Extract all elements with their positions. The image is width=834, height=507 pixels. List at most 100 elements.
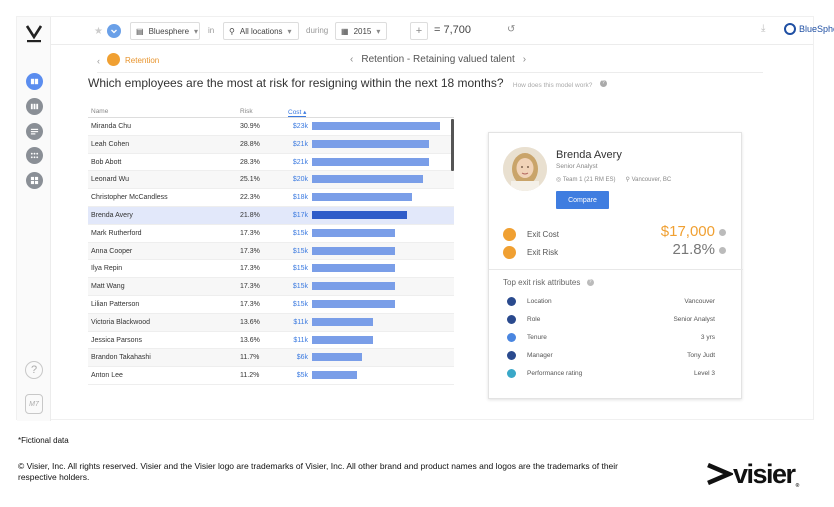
- table-row[interactable]: Lilian Patterson 17.3% $15k: [88, 296, 454, 314]
- analysis-title: ‹ Retention - Retaining valued talent ›: [350, 54, 526, 65]
- table-row[interactable]: Anton Lee 11.2% $5k: [88, 367, 454, 385]
- table-row[interactable]: Christopher McCandless 22.3% $18k: [88, 189, 454, 207]
- download-icon[interactable]: ⤓: [761, 23, 766, 34]
- attributes-title-text: Top exit risk attributes: [503, 278, 581, 287]
- employee-name-cell: Leah Cohen: [91, 140, 130, 148]
- cost-cell: $20k: [292, 176, 308, 184]
- info-dot-icon[interactable]: [719, 229, 726, 236]
- prev-chevron-icon[interactable]: ‹: [350, 54, 354, 65]
- cost-cell: $15k: [292, 300, 308, 308]
- risk-cell: 17.3%: [240, 265, 260, 273]
- collapse-chevron-icon[interactable]: [107, 24, 121, 38]
- employee-name-cell: Brenda Avery: [91, 211, 133, 219]
- attributes-title: Top exit risk attributes ?: [503, 278, 594, 287]
- question-text: Which employees are the most at risk for…: [88, 76, 504, 90]
- name-column-header[interactable]: Name: [91, 108, 109, 115]
- population-count: = 7,700: [434, 24, 472, 36]
- person-icon: [507, 315, 516, 324]
- version-badge[interactable]: M7: [25, 394, 43, 414]
- compare-button[interactable]: Compare: [556, 191, 609, 209]
- app-logo[interactable]: [26, 25, 42, 43]
- table-row[interactable]: Mark Rutherford 17.3% $15k: [88, 225, 454, 243]
- table-row[interactable]: Brenda Avery 21.8% $17k: [88, 206, 454, 225]
- team-icon: ◎: [556, 177, 562, 183]
- exit-cost-label: Exit Cost: [527, 230, 560, 239]
- attribute-row: Manager Tony Judt: [503, 349, 715, 363]
- dataset-value: Bluesphere: [148, 26, 190, 36]
- visier-logo: visier ®: [707, 459, 813, 489]
- cost-bar: [312, 264, 395, 273]
- attribute-row: Role Senior Analyst: [503, 313, 715, 327]
- table-row[interactable]: Ilya Repin 17.3% $15k: [88, 260, 454, 279]
- employee-meta: ◎ Team 1 (21 RM ES) ⚲ Vancouver, BC: [556, 176, 671, 183]
- calendar-icon: ▦: [341, 26, 349, 36]
- cost-bar: [312, 210, 407, 219]
- brand-ring-icon: [784, 23, 796, 35]
- retention-link[interactable]: Retention: [125, 56, 160, 65]
- table-header: Name Risk Cost ▴: [88, 106, 454, 118]
- risk-cell: 17.3%: [240, 229, 260, 237]
- risk-cell: 17.3%: [240, 283, 260, 291]
- add-filter-button[interactable]: +: [410, 22, 428, 40]
- location-pin-icon: ⚲: [229, 26, 235, 36]
- undo-icon[interactable]: ↺: [507, 24, 516, 35]
- favorite-star-icon[interactable]: ★: [94, 26, 103, 37]
- employee-detail-card: Brenda Avery Senior Analyst ◎ Team 1 (21…: [488, 132, 743, 399]
- attribute-row: Performance rating Level 3: [503, 367, 715, 381]
- how-model-works-link[interactable]: How does this model work?: [512, 82, 593, 89]
- year-select[interactable]: ▦ 2015 ▾: [335, 22, 387, 40]
- table-row[interactable]: Bob Abott 28.3% $21k: [88, 154, 454, 172]
- table-row[interactable]: Jessica Parsons 13.6% $11k: [88, 332, 454, 350]
- avatar: [503, 147, 547, 191]
- location-value: Vancouver, BC: [631, 177, 672, 183]
- dataset-select[interactable]: ▤ Bluesphere ▾: [130, 22, 200, 40]
- nav-list-icon[interactable]: [26, 123, 43, 140]
- info-icon[interactable]: ?: [586, 279, 594, 287]
- employee-name-cell: Victoria Blackwood: [91, 318, 151, 326]
- risk-cell: 28.8%: [240, 140, 260, 148]
- info-dot-icon[interactable]: [719, 247, 726, 254]
- risk-cell: 30.9%: [240, 123, 260, 130]
- table-row[interactable]: Leonard Wu 25.1% $20k: [88, 171, 454, 190]
- table-scrollbar[interactable]: [451, 119, 454, 171]
- risk-column-header[interactable]: Risk: [240, 108, 253, 115]
- cost-bar: [312, 353, 362, 362]
- risk-cell: 21.8%: [240, 211, 260, 219]
- dropdown-arrow-icon: ▾: [287, 26, 292, 36]
- table-row[interactable]: Victoria Blackwood 13.6% $11k: [88, 313, 454, 332]
- cost-bar: [312, 282, 395, 291]
- cost-bar: [312, 246, 395, 255]
- risk-cell: 13.6%: [240, 336, 260, 344]
- cost-bar: [312, 157, 429, 166]
- cost-cell: $15k: [292, 247, 308, 255]
- nav-book-icon[interactable]: [26, 73, 43, 90]
- table-row[interactable]: Leah Cohen 28.8% $21k: [88, 135, 454, 154]
- info-icon[interactable]: ?: [599, 80, 607, 88]
- table-row[interactable]: Brandon Takahashi 11.7% $6k: [88, 349, 454, 368]
- cost-column-header[interactable]: Cost ▴: [288, 109, 307, 117]
- brand-name: BlueSphere: [799, 24, 834, 34]
- help-icon[interactable]: ?: [25, 361, 43, 379]
- nav-apps-icon[interactable]: [26, 147, 43, 164]
- fictional-data-note: *Fictional data: [18, 436, 69, 445]
- employee-name-cell: Mark Rutherford: [91, 229, 142, 237]
- nav-grid-icon[interactable]: [26, 172, 43, 189]
- cost-cell: $21k: [292, 158, 308, 166]
- table-row[interactable]: Miranda Chu 30.9% $23k: [88, 118, 454, 136]
- nav-library-icon[interactable]: [26, 98, 43, 115]
- location-select[interactable]: ⚲ All locations ▾: [223, 22, 299, 40]
- employee-name-cell: Anna Cooper: [91, 247, 133, 255]
- back-chevron-icon[interactable]: ‹: [97, 56, 100, 66]
- question-heading: Which employees are the most at risk for…: [88, 76, 607, 90]
- next-chevron-icon[interactable]: ›: [522, 54, 527, 65]
- team-value: Team 1 (21 RM ES): [562, 177, 616, 183]
- employee-name-cell: Bob Abott: [91, 158, 122, 166]
- exit-risk-value: 21.8%: [672, 241, 715, 258]
- registered-mark: ®: [795, 483, 800, 489]
- table-row[interactable]: Matt Wang 17.3% $15k: [88, 278, 454, 296]
- cost-cell: $5k: [296, 372, 308, 380]
- cost-cell: $11k: [293, 318, 308, 326]
- risk-cell: 13.6%: [240, 318, 260, 326]
- attribute-value: Level 3: [694, 370, 715, 377]
- table-row[interactable]: Anna Cooper 17.3% $15k: [88, 242, 454, 261]
